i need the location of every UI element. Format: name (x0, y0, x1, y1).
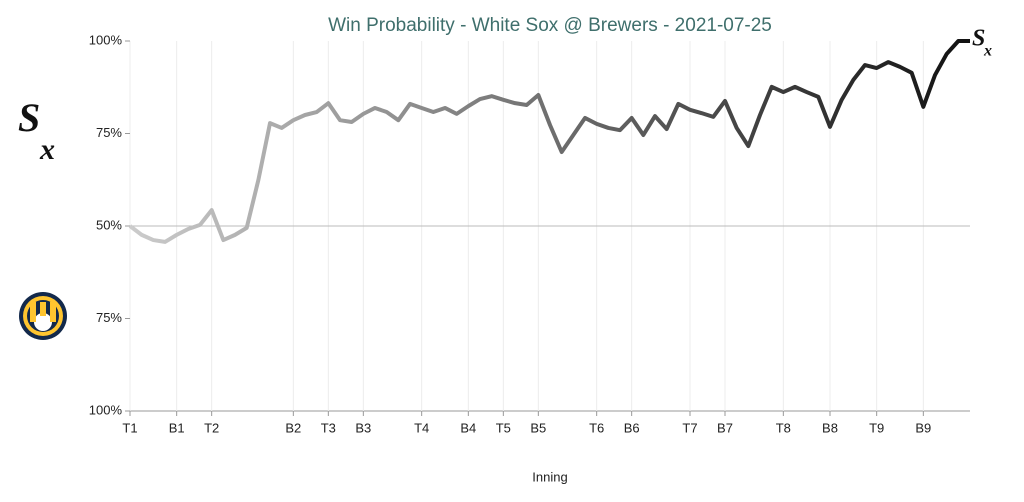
x-tick-label: B9 (915, 420, 931, 435)
chart-title: Win Probability - White Sox @ Brewers - … (328, 15, 772, 36)
svg-text:x: x (983, 43, 992, 60)
brewers-logo (19, 292, 67, 340)
x-tick-label: T1 (122, 420, 137, 435)
x-tick-label: T6 (589, 420, 604, 435)
y-tick-label: 75% (96, 310, 122, 325)
x-axis-label: Inning (532, 469, 567, 484)
svg-text:x: x (39, 133, 55, 166)
x-tick-label: B4 (460, 420, 476, 435)
x-tick-label: B2 (285, 420, 301, 435)
x-tick-label: B3 (355, 420, 371, 435)
y-tick-label: 75% (96, 125, 122, 140)
white-sox-logo: S x (18, 95, 55, 166)
x-tick-label: B7 (717, 420, 733, 435)
x-tick-label: T9 (869, 420, 884, 435)
x-tick-label: T7 (682, 420, 697, 435)
y-tick-label: 100% (89, 32, 123, 47)
white-sox-end-logo: S x (972, 26, 992, 60)
svg-text:S: S (972, 26, 985, 52)
win-probability-line (128, 39, 970, 244)
x-tick-label: T5 (496, 420, 511, 435)
svg-text:S: S (18, 95, 40, 140)
x-tick-label: B8 (822, 420, 838, 435)
x-tick-label: T8 (776, 420, 791, 435)
x-tick-label: T4 (414, 420, 429, 435)
x-tick-label: B6 (624, 420, 640, 435)
x-tick-label: B1 (169, 420, 185, 435)
x-tick-label: T3 (321, 420, 336, 435)
y-tick-label: 50% (96, 217, 122, 232)
x-tick-label: T2 (204, 420, 219, 435)
x-tick-label: B5 (530, 420, 546, 435)
y-tick-label: 100% (89, 402, 123, 417)
